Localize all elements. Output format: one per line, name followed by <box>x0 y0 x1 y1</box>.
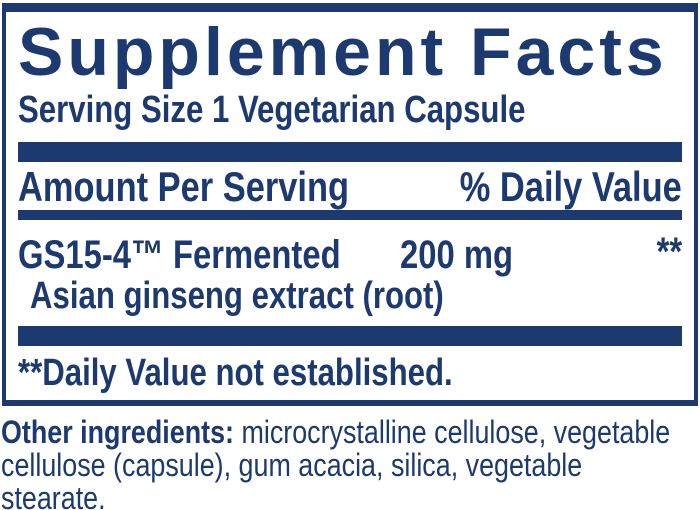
ingredient-name-line2: Asian ginseng extract (root) <box>30 275 444 317</box>
serving-size-text: Serving Size 1 Vegetarian Capsule <box>18 89 526 131</box>
ingredient-daily-value: ** <box>656 230 682 274</box>
daily-value-header: % Daily Value <box>459 163 682 210</box>
ingredient-daily-value-wrap: ** <box>651 230 682 274</box>
other-ingredients-line3: stearate. <box>1 480 106 510</box>
table-header-row: Amount Per Serving % Daily Value <box>18 163 682 210</box>
other-ingredients-line1-rest: microcrystalline cellulose, vegetable <box>233 414 671 450</box>
divider-thick-bottom <box>18 326 682 346</box>
daily-value-footnote-wrap: **Daily Value not established. <box>18 354 682 392</box>
other-ingredients-label: Other ingredients: <box>1 414 234 450</box>
daily-value-header-wrap: % Daily Value <box>411 163 682 210</box>
ingredient-amount-wrap: 200 mg <box>400 233 538 277</box>
supplement-facts-box: Supplement Facts Serving Size 1 Vegetari… <box>2 3 698 406</box>
divider-thick-top <box>18 142 682 162</box>
other-ingredients-section: Other ingredients: microcrystalline cell… <box>1 416 700 510</box>
ingredient-name-line2-wrap: Asian ginseng extract (root) <box>18 275 682 317</box>
amount-per-serving-header: Amount Per Serving <box>18 163 350 210</box>
ingredient-amount: 200 mg <box>400 233 514 277</box>
divider-thin <box>18 210 682 220</box>
panel-title: Supplement Facts <box>18 14 668 90</box>
ingredient-row: GS15-4™ Fermented 200 mg ** <box>18 230 682 277</box>
daily-value-footnote: **Daily Value not established. <box>18 352 453 394</box>
other-ingredients-line1: Other ingredients: microcrystalline cell… <box>1 414 670 450</box>
ingredient-name: GS15-4™ Fermented <box>18 233 341 277</box>
serving-size-line: Serving Size 1 Vegetarian Capsule <box>18 90 682 130</box>
other-ingredients-line2: cellulose (capsule), gum acacia, silica,… <box>1 447 583 483</box>
